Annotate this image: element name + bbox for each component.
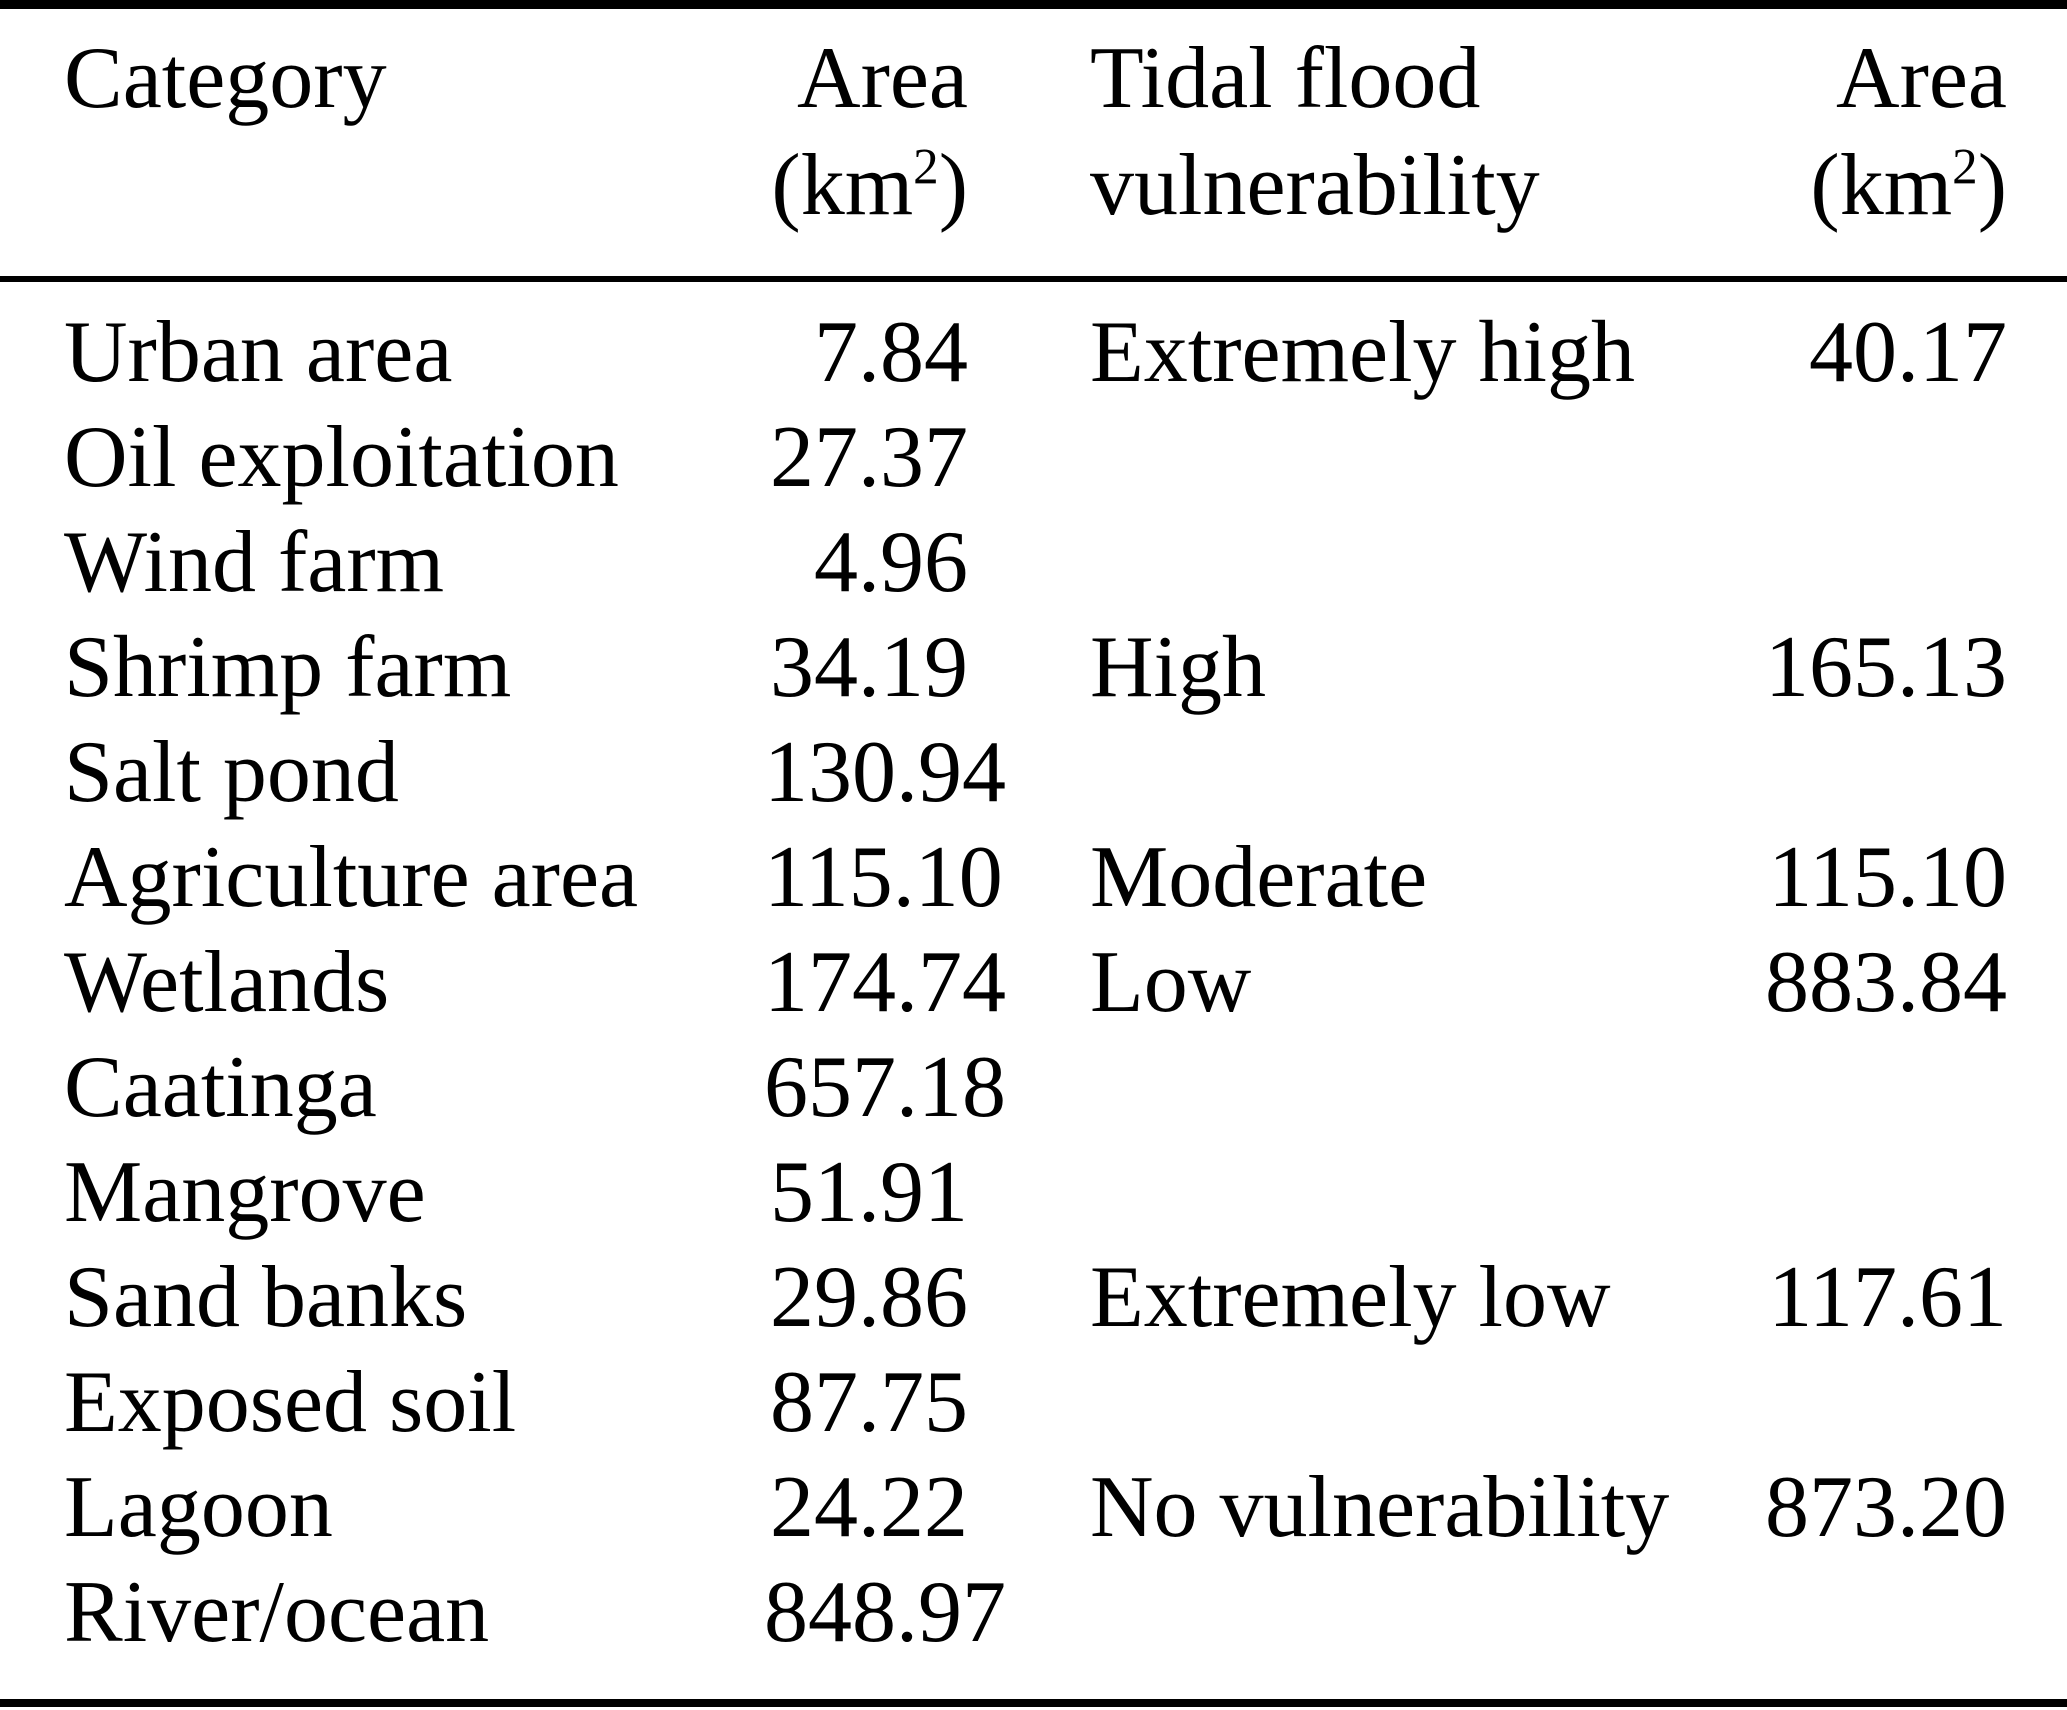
- area-cell: 29.86: [770, 1249, 968, 1346]
- area-cell: 87.75: [770, 1354, 968, 1451]
- category-cell: River/ocean: [64, 1564, 490, 1661]
- category-cell: Exposed soil: [64, 1354, 517, 1451]
- vulnerability-area-cell: 165.13: [1765, 619, 2007, 716]
- category-cell: Urban area: [64, 304, 453, 401]
- area-cell: 27.37: [770, 409, 968, 506]
- category-cell: Lagoon: [64, 1459, 333, 1556]
- table-mid-rule: [0, 276, 2067, 282]
- vulnerability-area-cell: [1703, 1350, 2007, 1455]
- vulnerability-area-cell: [1703, 405, 2007, 510]
- area-cell: 4.96: [814, 514, 968, 611]
- table-top-rule: [0, 0, 2067, 9]
- header-vulnerability-line2: vulnerability: [1090, 137, 1540, 234]
- vulnerability-cell: [968, 720, 1703, 825]
- area-cell: 657.18: [764, 1039, 1006, 1136]
- area-cell: 34.19: [770, 619, 968, 716]
- vulnerability-cell: Extremely high: [1090, 304, 1635, 401]
- area-cell: 51.91: [770, 1144, 968, 1241]
- area-cell: 7.84: [814, 304, 968, 401]
- vulnerability-cell: High: [1090, 619, 1266, 716]
- table-header-row: Category Area (km2) Tidal flood vulnerab…: [0, 9, 2067, 239]
- header-area-left: Area (km2): [764, 25, 968, 239]
- superscript-2: 2: [913, 139, 939, 196]
- vulnerability-cell: [968, 405, 1703, 510]
- header-vulnerability: Tidal flood vulnerability: [968, 25, 1703, 239]
- header-area-unit: (km2): [1810, 137, 2007, 234]
- header-area-label: Area: [797, 30, 968, 127]
- header-category-label: Category: [64, 30, 387, 127]
- vulnerability-area-cell: [1703, 720, 2007, 825]
- vulnerability-area-cell: [1703, 510, 2007, 615]
- area-cell: 115.10: [764, 829, 1003, 926]
- vulnerability-area-cell: 40.17: [1809, 304, 2007, 401]
- category-cell: Sand banks: [64, 1249, 468, 1346]
- vulnerability-cell: Extremely low: [1090, 1249, 1611, 1346]
- vulnerability-area-cell: 117.61: [1768, 1249, 2007, 1346]
- vulnerability-cell: Moderate: [1090, 829, 1428, 926]
- area-cell: 848.97: [764, 1564, 1006, 1661]
- vulnerability-cell: [968, 1560, 1703, 1665]
- vulnerability-cell: [968, 1140, 1703, 1245]
- area-cell: 130.94: [764, 724, 1006, 821]
- header-vulnerability-line1: Tidal flood: [1090, 30, 1481, 127]
- area-cell: 24.22: [770, 1459, 968, 1556]
- area-cell: 174.74: [764, 934, 1006, 1031]
- superscript-2: 2: [1952, 139, 1978, 196]
- header-area-label: Area: [1836, 30, 2007, 127]
- vulnerability-area-cell: 115.10: [1768, 829, 2007, 926]
- vulnerability-cell: No vulnerability: [1090, 1459, 1670, 1556]
- vulnerability-area-cell: [1703, 1140, 2007, 1245]
- vulnerability-area-cell: 873.20: [1765, 1459, 2007, 1556]
- category-cell: Salt pond: [64, 724, 399, 821]
- category-cell: Caatinga: [64, 1039, 377, 1136]
- table-body: Urban area 7.84 Extremely high 40.17 Oil…: [0, 300, 2067, 1665]
- vulnerability-area-cell: 883.84: [1765, 934, 2007, 1031]
- category-cell: Oil exploitation: [64, 409, 619, 506]
- category-cell: Mangrove: [64, 1144, 426, 1241]
- header-category: Category: [64, 25, 764, 239]
- header-area-right: Area (km2): [1703, 25, 2007, 239]
- category-cell: Shrimp farm: [64, 619, 512, 716]
- category-cell: Wind farm: [64, 514, 445, 611]
- table-bottom-rule: [0, 1699, 2067, 1707]
- category-cell: Wetlands: [64, 934, 390, 1031]
- vulnerability-cell: Low: [1090, 934, 1252, 1031]
- vulnerability-cell: [968, 1035, 1703, 1140]
- vulnerability-area-cell: [1703, 1560, 2007, 1665]
- vulnerability-cell: [968, 510, 1703, 615]
- header-area-unit: (km2): [771, 137, 968, 234]
- vulnerability-cell: [968, 1350, 1703, 1455]
- vulnerability-area-cell: [1703, 1035, 2007, 1140]
- category-cell: Agriculture area: [64, 829, 639, 926]
